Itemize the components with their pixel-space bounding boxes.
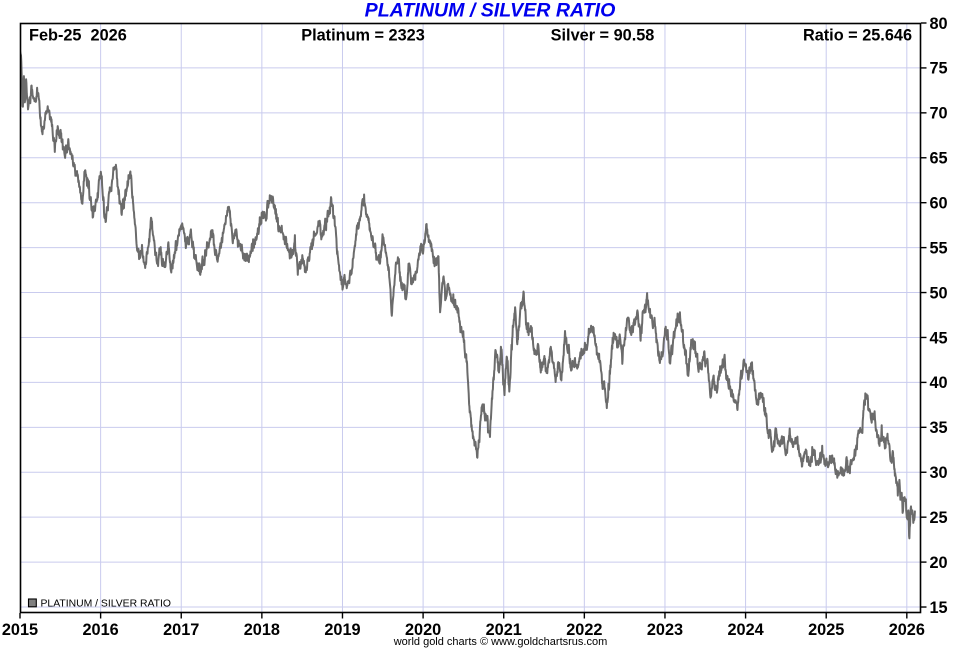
svg-text:20: 20 [930,554,948,572]
svg-text:2018: 2018 [244,621,280,639]
svg-text:2017: 2017 [163,621,199,639]
svg-text:65: 65 [930,150,948,168]
svg-text:2022: 2022 [566,621,602,639]
svg-text:80: 80 [930,15,948,33]
svg-text:PLATINUM / SILVER RATIO: PLATINUM / SILVER RATIO [365,0,616,22]
svg-text:2020: 2020 [405,621,441,639]
svg-text:40: 40 [930,374,948,392]
svg-text:Ratio = 25.646: Ratio = 25.646 [803,27,912,45]
svg-text:45: 45 [930,329,948,347]
svg-text:70: 70 [930,105,948,123]
svg-text:25: 25 [930,509,948,527]
svg-text:world gold charts © www.goldch: world gold charts © www.goldchartsrus.co… [393,636,608,648]
svg-text:PLATINUM / SILVER RATIO: PLATINUM / SILVER RATIO [41,598,171,609]
svg-text:2026: 2026 [889,621,925,639]
svg-text:75: 75 [930,60,948,78]
svg-text:2019: 2019 [324,621,360,639]
svg-text:Feb-25 2026: Feb-25 2026 [29,27,127,45]
svg-text:35: 35 [930,419,948,437]
svg-text:2016: 2016 [83,621,119,639]
svg-text:2024: 2024 [727,621,763,639]
svg-text:60: 60 [930,195,948,213]
svg-text:15: 15 [930,599,948,617]
svg-text:2023: 2023 [647,621,683,639]
svg-text:55: 55 [930,239,948,257]
svg-text:30: 30 [930,464,948,482]
svg-text:2021: 2021 [486,621,522,639]
svg-text:50: 50 [930,284,948,302]
svg-text:Silver = 90.58: Silver = 90.58 [551,27,655,45]
svg-text:Platinum = 2323: Platinum = 2323 [301,27,425,45]
svg-text:2015: 2015 [2,621,38,639]
svg-text:2025: 2025 [808,621,844,639]
